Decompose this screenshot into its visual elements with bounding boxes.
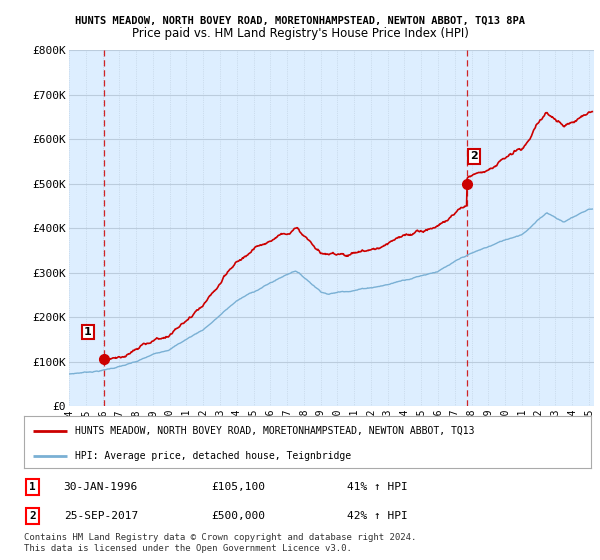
Text: 1: 1 <box>84 327 92 337</box>
Text: 42% ↑ HPI: 42% ↑ HPI <box>347 511 408 521</box>
Text: 2: 2 <box>29 511 36 521</box>
Text: HUNTS MEADOW, NORTH BOVEY ROAD, MORETONHAMPSTEAD, NEWTON ABBOT, TQ13 8PA: HUNTS MEADOW, NORTH BOVEY ROAD, MORETONH… <box>75 16 525 26</box>
Text: HPI: Average price, detached house, Teignbridge: HPI: Average price, detached house, Teig… <box>75 451 351 461</box>
Text: Price paid vs. HM Land Registry's House Price Index (HPI): Price paid vs. HM Land Registry's House … <box>131 27 469 40</box>
Text: Contains HM Land Registry data © Crown copyright and database right 2024.
This d: Contains HM Land Registry data © Crown c… <box>24 533 416 553</box>
Text: 1: 1 <box>29 482 36 492</box>
Text: 30-JAN-1996: 30-JAN-1996 <box>64 482 138 492</box>
Text: £105,100: £105,100 <box>211 482 265 492</box>
Text: 25-SEP-2017: 25-SEP-2017 <box>64 511 138 521</box>
Text: 41% ↑ HPI: 41% ↑ HPI <box>347 482 408 492</box>
Text: £500,000: £500,000 <box>211 511 265 521</box>
Text: 2: 2 <box>470 151 478 161</box>
Text: HUNTS MEADOW, NORTH BOVEY ROAD, MORETONHAMPSTEAD, NEWTON ABBOT, TQ13: HUNTS MEADOW, NORTH BOVEY ROAD, MORETONH… <box>75 426 475 436</box>
